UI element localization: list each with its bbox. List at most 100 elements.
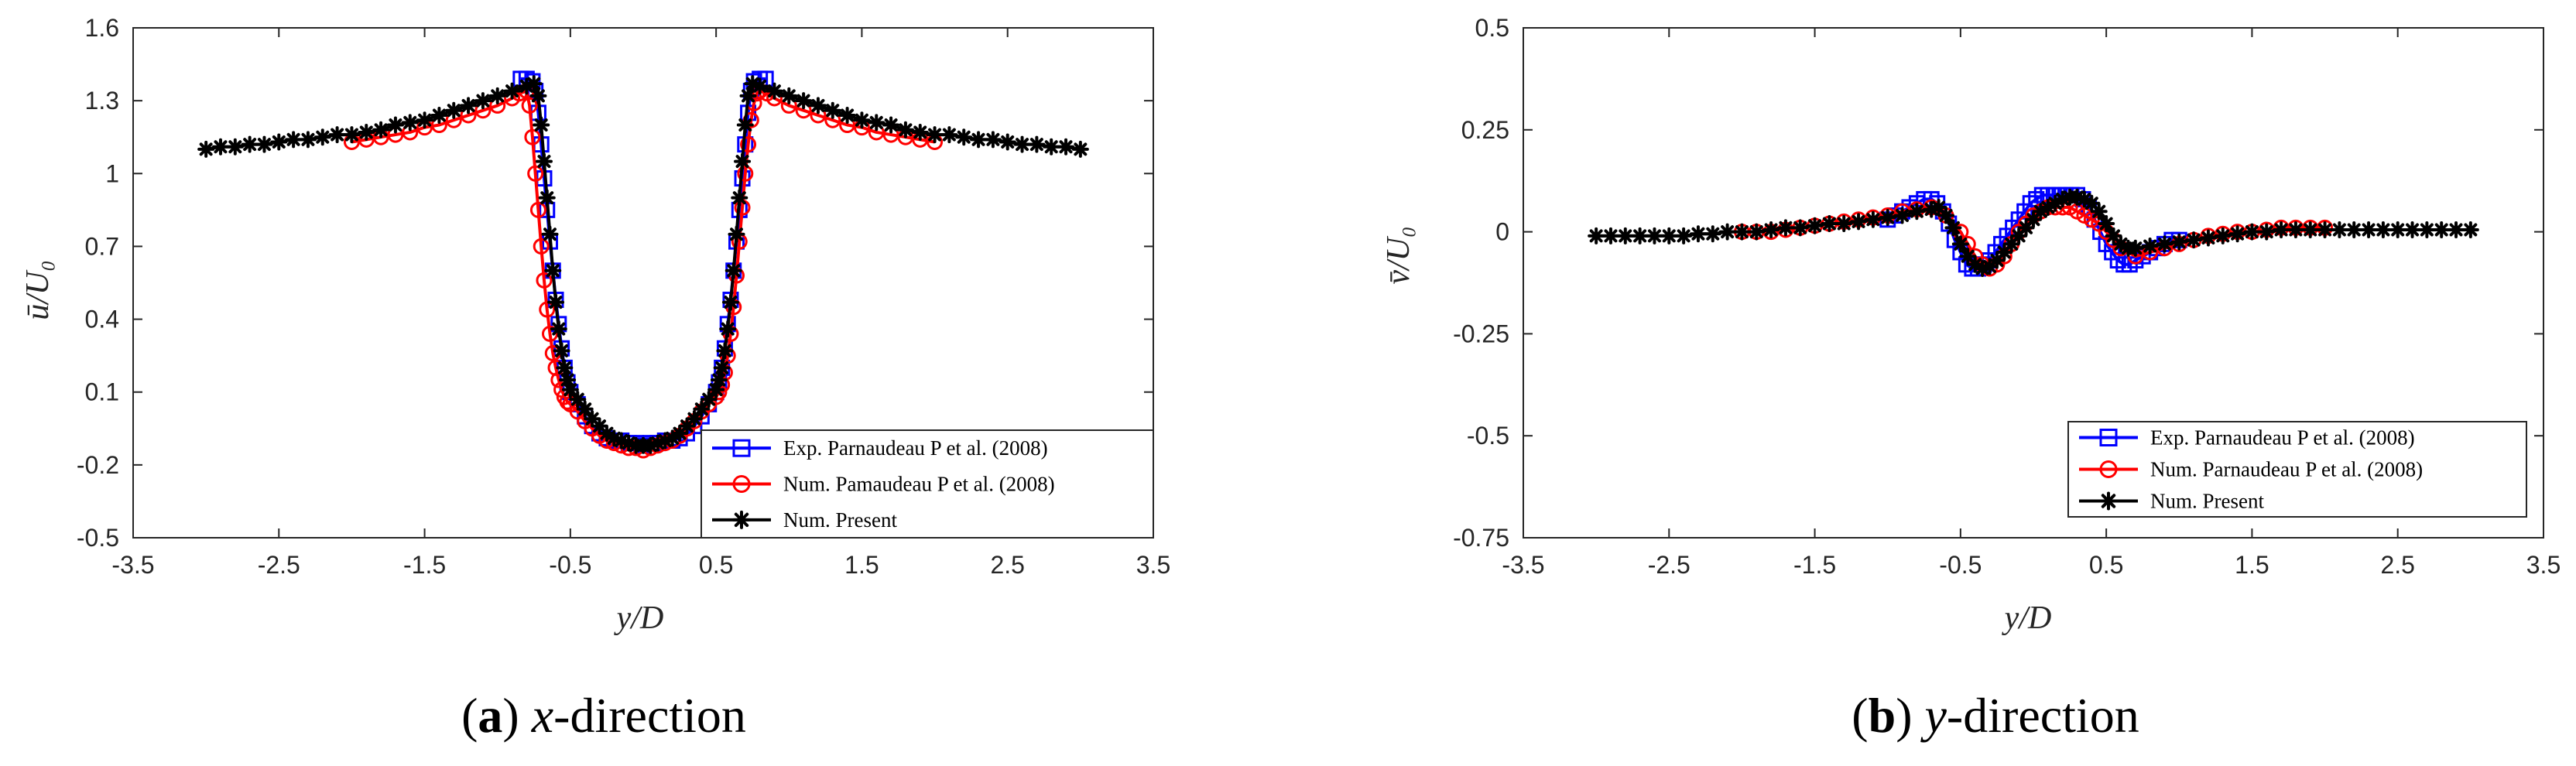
legend-marker-a-2 xyxy=(732,510,751,529)
data-point-a-2 xyxy=(211,138,229,156)
data-point-b-2 xyxy=(2141,238,2159,255)
caption-axis-a: x xyxy=(531,688,553,743)
data-point-b-2-stroke xyxy=(1866,213,1880,227)
data-point-a-2 xyxy=(343,126,361,144)
data-point-b-2-stroke xyxy=(2187,233,2201,247)
data-point-a-2-stroke xyxy=(869,115,883,129)
data-point-a-2 xyxy=(713,359,731,377)
data-point-a-2-stroke xyxy=(552,322,566,336)
data-point-a-2-stroke xyxy=(1029,138,1043,152)
data-point-b-2-stroke xyxy=(2318,223,2332,237)
data-point-b-2-stroke xyxy=(2259,225,2273,239)
data-point-b-2 xyxy=(1675,227,1693,245)
ylabel-b: v̄/U₀ xyxy=(1381,226,1416,284)
data-point-a-1 xyxy=(524,128,541,145)
data-point-a-2 xyxy=(553,342,570,360)
x-tick-label-b: -0.5 xyxy=(1939,551,1982,579)
data-point-a-2 xyxy=(868,114,886,132)
legend-box-a xyxy=(701,429,1154,539)
data-point-a-2-stroke xyxy=(585,412,599,426)
data-point-a-2-stroke xyxy=(537,155,551,169)
data-point-a-2 xyxy=(401,114,419,132)
y-tick-label-a: 0.7 xyxy=(85,232,119,260)
data-point-b-2 xyxy=(2301,221,2319,238)
data-point-a-2 xyxy=(197,140,215,158)
data-point-a-2 xyxy=(838,106,856,124)
data-point-b-2 xyxy=(2243,223,2261,241)
data-point-b-2-stroke xyxy=(1647,229,1661,243)
data-point-a-2-stroke xyxy=(782,89,796,103)
data-point-a-2-stroke xyxy=(738,118,752,132)
data-point-b-2-stroke xyxy=(1749,225,1763,239)
y-tick-label-a: 1.3 xyxy=(85,87,119,115)
data-point-b-2-stroke xyxy=(1954,237,1968,251)
data-point-b-2-stroke xyxy=(1968,258,1982,272)
data-point-a-2-stroke xyxy=(564,383,577,397)
x-tick-label-b: 0.5 xyxy=(2089,551,2123,579)
data-point-a-1 xyxy=(539,301,556,318)
data-point-a-2-stroke xyxy=(214,140,228,154)
data-point-a-2-stroke xyxy=(600,426,614,440)
caption-rest-b: -direction xyxy=(1947,688,2139,743)
data-point-a-2 xyxy=(728,225,745,243)
legend-marker-a-2-stroke xyxy=(734,512,749,528)
data-point-a-2 xyxy=(1071,140,1089,158)
y-tick-label-b: -0.75 xyxy=(1453,524,1509,552)
data-point-b-2 xyxy=(2331,221,2348,238)
data-point-b-2-stroke xyxy=(2201,231,2215,245)
series-line-a-0 xyxy=(520,77,766,447)
x-tick-label-a: -2.5 xyxy=(258,551,300,579)
data-point-b-2-stroke xyxy=(2231,227,2245,241)
data-point-a-2 xyxy=(241,135,259,153)
data-point-a-2-stroke xyxy=(447,104,461,118)
data-point-a-1 xyxy=(521,97,538,114)
data-point-a-2-stroke xyxy=(884,118,898,132)
data-point-a-2 xyxy=(970,131,988,149)
data-point-a-2-stroke xyxy=(1044,140,1058,154)
data-point-a-2-stroke xyxy=(957,130,971,144)
data-point-b-2 xyxy=(2360,221,2378,238)
data-point-a-2 xyxy=(795,92,813,110)
data-point-a-2 xyxy=(1013,135,1031,153)
x-tick-label-b: 1.5 xyxy=(2235,551,2269,579)
data-point-b-2-stroke xyxy=(2449,223,2463,237)
y-tick-label-a: 1 xyxy=(105,159,119,187)
data-point-a-2-stroke xyxy=(913,125,927,139)
data-point-a-2 xyxy=(940,126,958,144)
data-point-b-2-stroke xyxy=(1677,229,1690,243)
data-point-b-2 xyxy=(2345,221,2363,238)
data-point-a-2 xyxy=(911,123,929,141)
data-point-b-2 xyxy=(2374,221,2392,238)
data-point-a-2-stroke xyxy=(331,128,344,142)
data-point-a-2 xyxy=(1028,135,1046,153)
data-point-a-2 xyxy=(328,126,346,144)
data-point-b-2 xyxy=(1951,235,1969,253)
data-point-b-2-stroke xyxy=(2391,223,2405,237)
legend-label-b-1: Num. Parnaudeau P et al. (2008) xyxy=(2150,458,2423,481)
legend-box-b xyxy=(2067,421,2527,518)
data-point-a-2 xyxy=(533,116,550,134)
data-point-b-2 xyxy=(2199,229,2217,247)
caption-rest-a: -direction xyxy=(553,688,746,743)
data-point-b-2-stroke xyxy=(1721,225,1735,239)
data-point-a-1 xyxy=(533,238,550,255)
data-point-b-2 xyxy=(2418,221,2436,238)
data-point-b-2 xyxy=(1821,215,1838,233)
data-point-a-2 xyxy=(529,87,547,104)
data-point-b-2-stroke xyxy=(1961,249,1975,263)
data-point-b-2-stroke xyxy=(2304,223,2317,237)
data-point-a-2-stroke xyxy=(389,118,402,132)
caption-axis-b: y xyxy=(1920,688,1947,743)
data-point-b-2-stroke xyxy=(1619,229,1632,243)
data-point-a-2-stroke xyxy=(578,402,592,416)
data-point-a-2 xyxy=(313,128,331,146)
data-point-a-2-stroke xyxy=(418,113,432,127)
data-point-a-2-stroke xyxy=(1016,138,1029,152)
data-point-a-2 xyxy=(734,152,752,170)
y-tick-label-a: -0.5 xyxy=(77,524,119,552)
x-tick-label-a: -1.5 xyxy=(403,551,446,579)
data-point-b-2 xyxy=(1791,219,1809,237)
data-point-b-2-stroke xyxy=(2274,223,2288,237)
data-point-a-2-stroke xyxy=(286,132,300,146)
legend-marker-b-2 xyxy=(2099,491,2118,511)
